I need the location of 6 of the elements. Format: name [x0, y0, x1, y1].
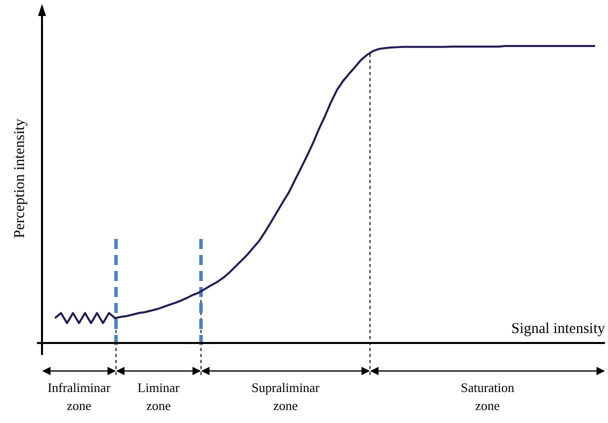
text: Infraliminar zone	[48, 380, 112, 413]
x-axis-title: Signal intensity	[511, 321, 606, 337]
text: Saturation zone	[460, 380, 515, 413]
text: Liminar zone	[138, 380, 180, 413]
text: Supraliminar zone	[252, 380, 320, 413]
y-axis-title: Perception intensity	[12, 118, 28, 238]
